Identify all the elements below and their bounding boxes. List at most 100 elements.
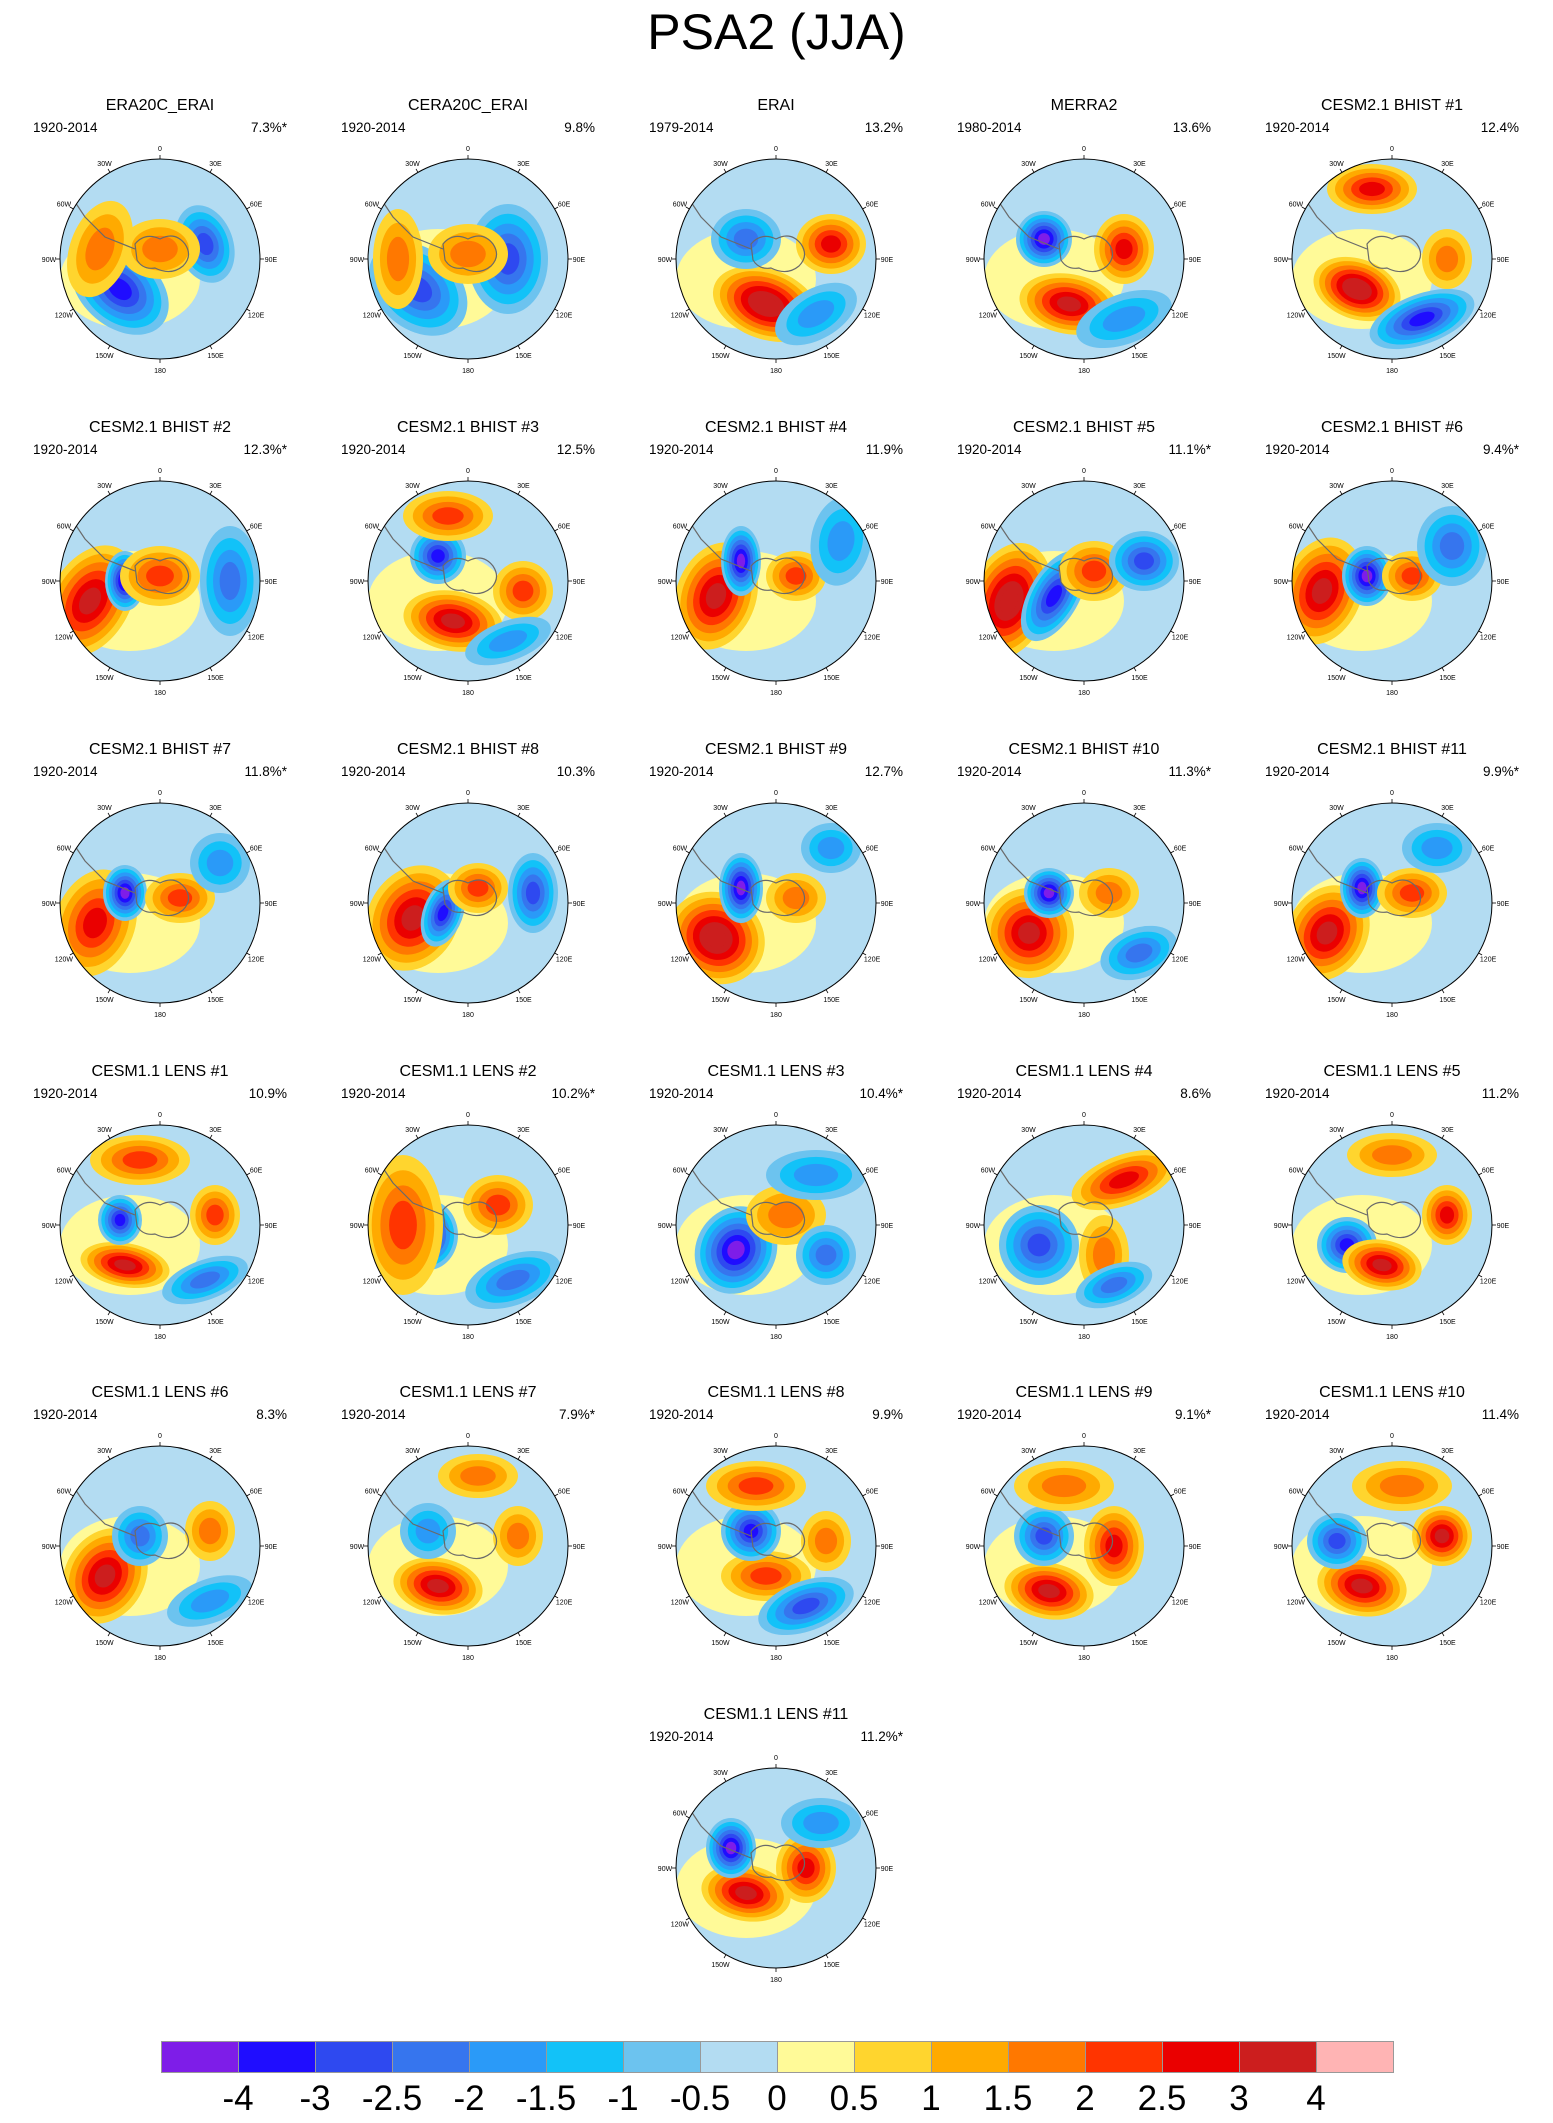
polar-map: 0 30E 60E 90E 120E 150E 180 150W 120W 90W 60W 30W xyxy=(42,1433,278,1662)
positive-anomaly xyxy=(1317,1555,1407,1617)
polar-map: 0 30E 60E 90E 120E 150E 180 150W 120W 90W 60W 30W xyxy=(1274,790,1510,1019)
longitude-label: 60W xyxy=(365,202,380,209)
colorbar-labels: -4 -3 -2.5 -2 -1.5 -1 -0.5 0 0.5 1 1.5 2 2.5 3 4 xyxy=(161,2078,1393,2122)
map-panel: CESM1.1 LENS #11 1920-2014 11.2%* 0 30E 60… xyxy=(631,1705,921,2010)
positive-anomaly xyxy=(393,1557,483,1615)
map-field xyxy=(676,481,876,681)
longitude-label: 120E xyxy=(1172,635,1189,642)
longitude-label: 180 xyxy=(1386,690,1398,697)
longitude-label: 150W xyxy=(711,353,730,360)
positive-anomaly xyxy=(448,863,508,913)
longitude-label: 180 xyxy=(770,1655,782,1662)
map-field xyxy=(60,803,260,1003)
longitude-label: 30E xyxy=(209,1448,222,1455)
longitude-label: 30E xyxy=(517,1127,530,1134)
map-field xyxy=(368,1125,568,1325)
negative-anomaly xyxy=(1100,925,1178,981)
positive-anomaly xyxy=(1014,1461,1114,1511)
longitude-label: 0 xyxy=(774,146,778,153)
longitude-label: 60E xyxy=(866,202,879,209)
longitude-label: 150E xyxy=(823,1962,840,1969)
longitude-label: 150E xyxy=(823,353,840,360)
longitude-label: 180 xyxy=(462,1012,474,1019)
panel-title: CESM1.1 LENS #9 xyxy=(1015,1384,1153,1401)
longitude-label: 120W xyxy=(1287,635,1306,642)
negative-anomaly xyxy=(721,526,761,596)
longitude-label: 90W xyxy=(658,1866,673,1873)
longitude-label: 30E xyxy=(1133,483,1146,490)
longitude-label: 90W xyxy=(350,579,365,586)
longitude-label: 30W xyxy=(713,483,728,490)
map-field xyxy=(1292,159,1492,359)
longitude-label: 90E xyxy=(265,1544,278,1551)
longitude-label: 30W xyxy=(713,1770,728,1777)
longitude-label: 120E xyxy=(864,1279,881,1286)
longitude-label: 90W xyxy=(42,579,57,586)
map-field xyxy=(984,1446,1184,1646)
colorbar-tick-label: -3 xyxy=(299,2079,331,2118)
positive-anomaly xyxy=(90,1135,190,1185)
panel-title: CESM1.1 LENS #4 xyxy=(1015,1063,1153,1080)
longitude-label: 90W xyxy=(966,1223,981,1230)
polar-map: 0 30E 60E 90E 120E 150E 180 150W 120W 90W 60W 30W xyxy=(1274,1112,1510,1341)
negative-anomaly xyxy=(190,833,250,893)
negative-anomaly xyxy=(410,528,466,584)
longitude-label: 150W xyxy=(95,675,114,682)
longitude-label: 120W xyxy=(55,957,74,964)
panel-period: 1920-2014 xyxy=(649,1729,714,1744)
panel-title: CESM2.1 BHIST #1 xyxy=(1321,97,1463,114)
longitude-label: 180 xyxy=(462,1655,474,1662)
longitude-label: 180 xyxy=(154,368,166,375)
colorbar-swatch xyxy=(315,2041,393,2073)
panel-variance: 9.8% xyxy=(564,120,595,135)
longitude-label: 30W xyxy=(1021,483,1036,490)
longitude-label: 180 xyxy=(154,1655,166,1662)
map-panel: ERA20C_ERAI 1920-2014 7.3%* 0 30E 60E 90E 12… xyxy=(15,96,305,401)
longitude-label: 30E xyxy=(1441,1127,1454,1134)
longitude-label: 150E xyxy=(515,1319,532,1326)
longitude-label: 90W xyxy=(1274,1223,1289,1230)
longitude-label: 60W xyxy=(57,1168,72,1175)
map-panel: CERA20C_ERAI 1920-2014 9.8% 0 30E 60E 90E 12… xyxy=(323,96,613,401)
panel-variance: 9.9%* xyxy=(1482,764,1519,779)
longitude-label: 120E xyxy=(556,1600,573,1607)
negative-anomaly xyxy=(810,496,872,586)
positive-anomaly xyxy=(1084,1506,1144,1586)
longitude-label: 30W xyxy=(713,1127,728,1134)
longitude-label: 150W xyxy=(711,1962,730,1969)
map-field xyxy=(368,1446,568,1646)
longitude-label: 30W xyxy=(1021,1127,1036,1134)
longitude-label: 0 xyxy=(774,1755,778,1762)
longitude-label: 90E xyxy=(265,901,278,908)
longitude-label: 180 xyxy=(1078,1334,1090,1341)
map-field xyxy=(1292,803,1492,1003)
longitude-label: 60E xyxy=(1482,1489,1495,1496)
longitude-label: 150W xyxy=(1327,353,1346,360)
longitude-label: 60W xyxy=(981,202,996,209)
positive-anomaly xyxy=(463,1175,533,1235)
longitude-label: 120E xyxy=(1480,313,1497,320)
panel-period: 1920-2014 xyxy=(1265,442,1330,457)
longitude-label: 60W xyxy=(673,1489,688,1496)
longitude-label: 60W xyxy=(981,524,996,531)
map-panel: CESM2.1 BHIST #5 1920-2014 11.1%* 0 30E 60… xyxy=(939,418,1229,723)
longitude-label: 90E xyxy=(1189,1223,1202,1230)
panel-title: CESM1.1 LENS #7 xyxy=(399,1384,537,1401)
panel-variance: 10.2%* xyxy=(551,1086,595,1101)
longitude-label: 60E xyxy=(558,1489,571,1496)
longitude-label: 180 xyxy=(770,1977,782,1984)
longitude-label: 120W xyxy=(979,313,998,320)
colorbar-tick-label: 4 xyxy=(1306,2079,1326,2118)
positive-anomaly xyxy=(1292,885,1370,981)
positive-anomaly xyxy=(1094,214,1154,284)
longitude-label: 30W xyxy=(405,483,420,490)
map-panel: CESM1.1 LENS #5 1920-2014 11.2% 0 30E 60E 9… xyxy=(1247,1062,1537,1367)
panel-variance: 13.6% xyxy=(1172,120,1211,135)
longitude-label: 150E xyxy=(515,353,532,360)
longitude-label: 60W xyxy=(981,846,996,853)
colorbar-tick-label: -1 xyxy=(607,2079,639,2118)
longitude-label: 150E xyxy=(1439,353,1456,360)
colorbar-tick-label: 1 xyxy=(921,2079,941,2118)
longitude-label: 90W xyxy=(1274,579,1289,586)
longitude-label: 120E xyxy=(864,1600,881,1607)
